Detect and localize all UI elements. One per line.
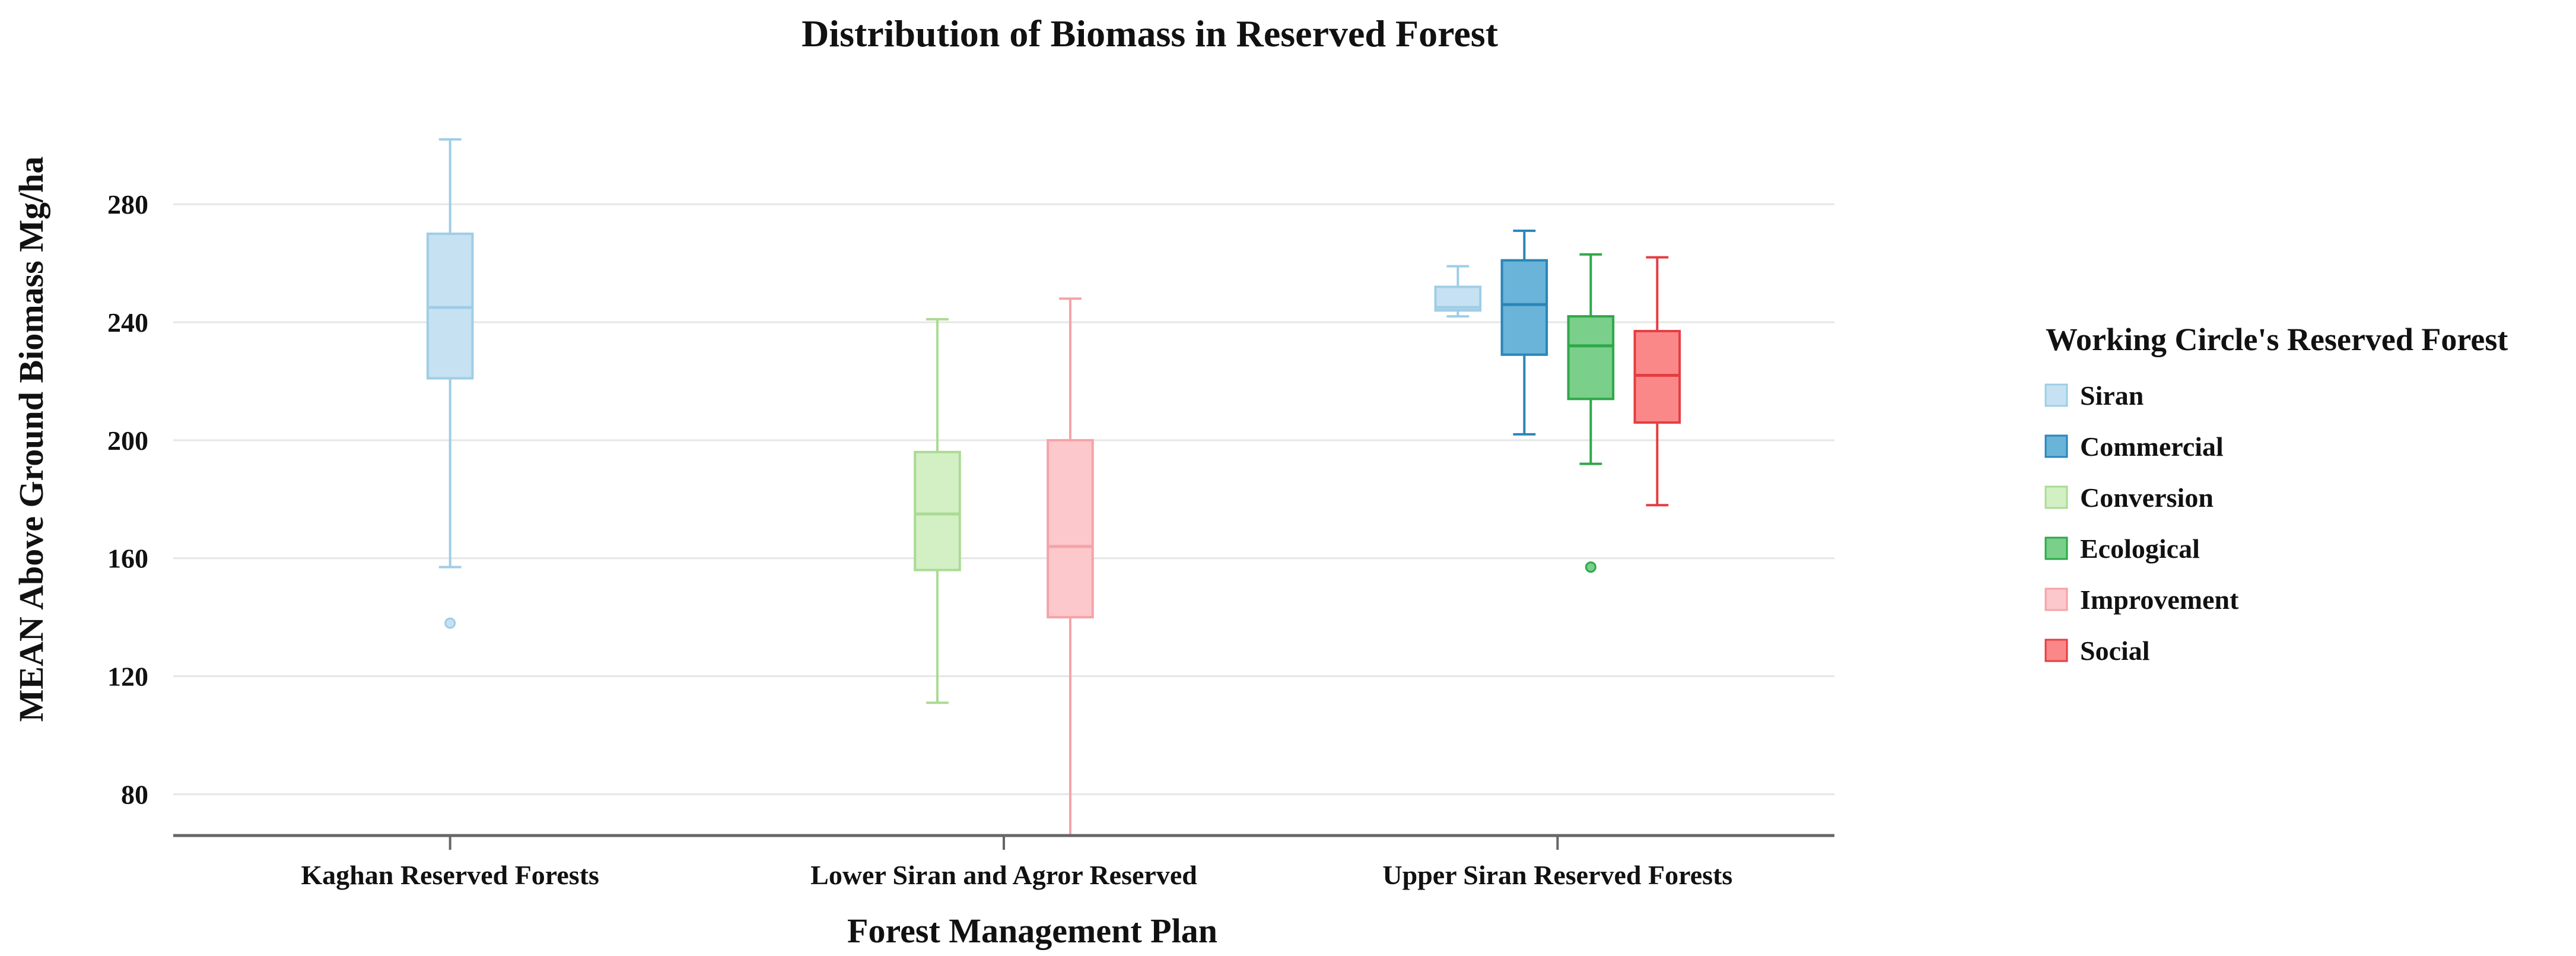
legend-label: Social: [2080, 636, 2150, 666]
legend-items: Siran Commercial Conversion Ecological Impro…: [2044, 380, 2239, 666]
x-tick-label: Upper Siran Reserved Forests: [1382, 860, 1732, 890]
box-siran: [1434, 265, 1482, 318]
box-siran: [426, 138, 474, 629]
legend-label: Siran: [2080, 380, 2144, 411]
y-tick-label: 160: [107, 544, 148, 574]
box-ecological: [1567, 253, 1615, 573]
legend-title: Working Circle's Reserved Forest: [2046, 322, 2508, 357]
legend-item-social: Social: [2044, 636, 2150, 666]
legend-label: Conversion: [2080, 482, 2214, 513]
box-conversion: [914, 318, 961, 704]
legend-item-commercial: Commercial: [2044, 431, 2224, 462]
y-tick-label: 80: [121, 779, 148, 809]
x-axis-ticks: Kaghan Reserved Forests Lower Siran and A…: [301, 836, 1732, 890]
legend-swatch: [2044, 434, 2068, 458]
box-iqr: [1567, 315, 1615, 401]
x-tick-label: Lower Siran and Agror Reserved: [810, 860, 1197, 890]
legend-swatch: [2044, 587, 2068, 611]
legend-item-siran: Siran: [2044, 380, 2144, 411]
legend-swatch: [2044, 639, 2068, 662]
y-axis-ticks: 80 120 160 200 240 280: [107, 189, 148, 809]
legend-item-improvement: Improvement: [2044, 585, 2239, 615]
box-iqr: [1047, 439, 1094, 619]
box-iqr: [1500, 259, 1548, 356]
x-axis-title: Forest Management Plan: [847, 911, 1217, 950]
y-axis-title: MEAN Above Ground Biomass Mg/ha: [12, 157, 50, 722]
box-commercial: [1500, 229, 1548, 436]
legend: Working Circle's Reserved Forest Siran Co…: [2044, 322, 2508, 666]
outlier-point: [444, 617, 456, 629]
box-social: [1633, 256, 1681, 507]
gridlines: [173, 203, 1834, 795]
outlier-point: [1585, 561, 1597, 573]
legend-item-ecological: Ecological: [2044, 533, 2200, 564]
boxes: [426, 138, 1681, 836]
y-tick-label: 200: [107, 425, 148, 456]
box-improvement: [1047, 297, 1094, 836]
x-tick-label: Kaghan Reserved Forests: [301, 860, 599, 890]
y-tick-label: 240: [107, 307, 148, 338]
legend-label: Improvement: [2080, 585, 2239, 615]
box-iqr: [914, 450, 961, 571]
chart-title: Distribution of Biomass in Reserved Fore…: [802, 12, 1499, 55]
y-tick-label: 280: [107, 189, 148, 220]
legend-swatch: [2044, 536, 2068, 560]
legend-swatch: [2044, 383, 2068, 407]
y-tick-label: 120: [107, 662, 148, 692]
legend-swatch: [2044, 485, 2068, 509]
legend-label: Commercial: [2080, 431, 2224, 462]
legend-label: Ecological: [2080, 533, 2200, 564]
legend-item-conversion: Conversion: [2044, 482, 2214, 513]
